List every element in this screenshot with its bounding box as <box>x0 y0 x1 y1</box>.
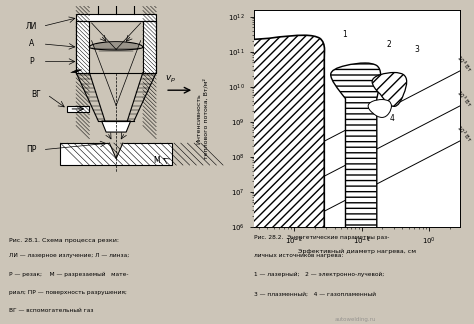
Text: Р: Р <box>29 57 34 66</box>
Polygon shape <box>60 143 172 165</box>
Polygon shape <box>76 14 156 21</box>
Text: $10^4$ Вт: $10^4$ Вт <box>454 53 474 75</box>
Text: autowelding.ru: autowelding.ru <box>335 317 376 322</box>
Text: ЛИ — лазерное излучение; Л — линза;: ЛИ — лазерное излучение; Л — линза; <box>9 253 129 258</box>
Text: личных источников нагрева:: личных источников нагрева: <box>254 253 343 258</box>
Text: 1: 1 <box>343 30 347 39</box>
Text: $v_p$: $v_p$ <box>165 74 176 85</box>
Polygon shape <box>67 106 90 112</box>
Text: ПР: ПР <box>26 145 36 154</box>
Text: Рис. 28.2.  Энергетические параметры раз-: Рис. 28.2. Энергетические параметры раз- <box>254 235 389 240</box>
Text: 3 — плазменный;   4 — газопламенный: 3 — плазменный; 4 — газопламенный <box>254 291 375 296</box>
Text: Рис. 28.1. Схема процесса резки:: Рис. 28.1. Схема процесса резки: <box>9 238 119 243</box>
Ellipse shape <box>166 35 325 324</box>
Polygon shape <box>143 21 156 73</box>
Ellipse shape <box>368 99 392 117</box>
Text: 1 — лазерный;   2 — электронно-лучевой;: 1 — лазерный; 2 — электронно-лучевой; <box>254 272 384 276</box>
Text: ВГ: ВГ <box>31 90 41 99</box>
Text: А: А <box>29 40 34 48</box>
Ellipse shape <box>331 63 381 324</box>
Text: М: М <box>153 156 160 165</box>
Polygon shape <box>109 143 123 158</box>
Text: 3: 3 <box>415 45 419 54</box>
Text: ВГ — вспомогательный газ: ВГ — вспомогательный газ <box>9 308 94 313</box>
Polygon shape <box>76 21 90 73</box>
Polygon shape <box>101 121 131 132</box>
Text: $10^2$ Вт: $10^2$ Вт <box>454 123 474 145</box>
Text: 2: 2 <box>386 40 391 49</box>
Text: Р — резак;    М — разрезаемый   мате-: Р — резак; М — разрезаемый мате- <box>9 272 129 276</box>
Text: риал; ПР — поверхность разрушения;: риал; ПР — поверхность разрушения; <box>9 290 127 295</box>
Text: ЛИ: ЛИ <box>26 22 37 31</box>
Text: 4: 4 <box>390 114 395 123</box>
X-axis label: Эрфективный диаметр нагрева, см: Эрфективный диаметр нагрева, см <box>298 249 416 254</box>
Text: $10^3$ Вт: $10^3$ Вт <box>454 88 474 110</box>
Ellipse shape <box>372 73 407 106</box>
Y-axis label: Интенсивность
теплового потока, Вт/м²: Интенсивность теплового потока, Вт/м² <box>197 78 208 159</box>
